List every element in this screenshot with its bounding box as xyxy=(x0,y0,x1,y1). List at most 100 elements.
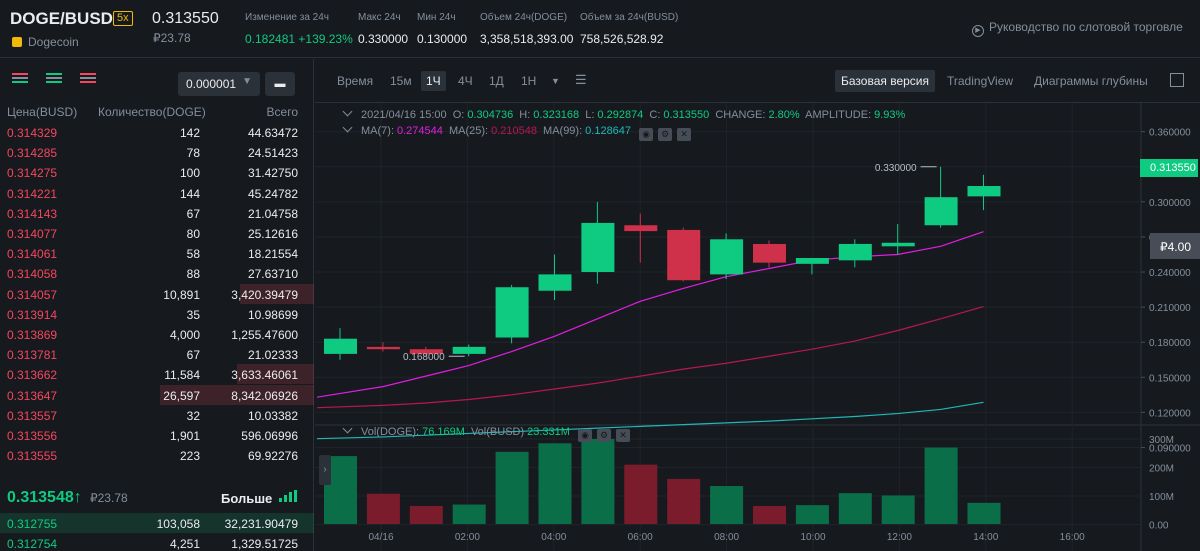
candle-body xyxy=(967,186,1001,197)
bid-price: 0.312754 xyxy=(7,537,58,551)
signal-icon xyxy=(279,490,297,502)
y-tick-label: 0.090000 xyxy=(1149,443,1191,454)
tf-4h[interactable]: 4Ч xyxy=(458,74,473,88)
ask-price: 0.313914 xyxy=(7,307,58,322)
ask-row[interactable]: 0.313781 67 21.02333 xyxy=(0,344,314,364)
volume-bar xyxy=(624,464,658,524)
ask-qty: 4,000 xyxy=(169,328,200,342)
ask-qty: 11,584 xyxy=(164,368,200,383)
close-icon[interactable]: ✕ xyxy=(616,429,631,442)
volume-bar xyxy=(710,486,744,524)
chevron-down-icon: ▼ xyxy=(242,76,252,87)
ask-row[interactable]: 0.314285 78 24.51423 xyxy=(0,142,314,162)
tf-1d[interactable]: 1Д xyxy=(489,74,504,88)
ask-price: 0.314058 xyxy=(7,267,58,282)
ask-qty: 223 xyxy=(179,449,200,464)
ask-price: 0.313555 xyxy=(7,449,58,464)
precision-select[interactable]: 0.000001 ▼ xyxy=(178,72,260,96)
book-asks-icon[interactable] xyxy=(76,71,100,87)
book-bids-icon[interactable] xyxy=(42,71,66,87)
ask-total: 18.21554 xyxy=(247,247,298,262)
ask-row[interactable]: 0.314329 142 44.63472 xyxy=(0,122,314,142)
ask-row[interactable]: 0.313555 223 69.92276 xyxy=(0,445,314,465)
candle-body xyxy=(881,242,915,247)
ask-row[interactable]: 0.313662 11,584 3,633.46061 xyxy=(0,364,314,385)
tf-15m[interactable]: 15м xyxy=(390,74,412,88)
ask-row[interactable]: 0.313869 4,000 1,255.47600 xyxy=(0,324,314,344)
orderbook-settings-button[interactable]: ▬ xyxy=(265,72,295,96)
ask-price: 0.313556 xyxy=(7,429,58,443)
view-basic[interactable]: Базовая версия xyxy=(835,70,935,92)
bid-row[interactable]: 0.312754 4,251 1,329.51725 xyxy=(0,533,314,551)
ask-row[interactable]: 0.314058 88 27.63710 xyxy=(0,263,314,283)
ask-row[interactable]: 0.314143 67 21.04758 xyxy=(0,203,314,223)
dogecoin-icon xyxy=(12,37,22,47)
ask-row[interactable]: 0.314057 10,891 3,420.39479 xyxy=(0,283,314,304)
settings-icon[interactable]: ⚙ xyxy=(658,128,673,141)
ask-row[interactable]: 0.313557 32 10.03382 xyxy=(0,405,314,425)
ask-row[interactable]: 0.313914 35 10.98699 xyxy=(0,304,314,324)
candle-body xyxy=(366,346,400,350)
ask-row[interactable]: 0.314061 58 18.21554 xyxy=(0,243,314,263)
stat-change-24h: Изменение за 24ч 0.182481 +139.23% xyxy=(245,12,353,46)
mid-price-fiat: ₽23.78 xyxy=(90,491,128,505)
x-tick-label: 14:00 xyxy=(973,532,998,543)
spot-guide-link[interactable]: ▶ Руководство по слотовой торговле xyxy=(972,20,1183,37)
ask-row[interactable]: 0.313647 26,597 8,342.06926 xyxy=(0,384,314,405)
bid-total: 1,329.51725 xyxy=(231,537,298,551)
ask-qty: 67 xyxy=(186,206,200,221)
ask-row[interactable]: 0.314077 80 25.12616 xyxy=(0,223,314,243)
symbol-title[interactable]: DOGE/BUSD xyxy=(10,9,113,28)
indicator-settings-icon[interactable]: ☰ xyxy=(575,72,587,87)
tf-1w[interactable]: 1Н xyxy=(521,74,537,88)
settings-icon[interactable]: ⚙ xyxy=(597,429,612,442)
fullscreen-icon[interactable] xyxy=(1170,73,1184,87)
eye-icon[interactable]: ◉ xyxy=(639,128,654,141)
ask-qty: 10,891 xyxy=(163,287,200,302)
view-tradingview[interactable]: TradingView xyxy=(947,74,1014,88)
more-link[interactable]: Больше xyxy=(221,491,273,506)
book-both-icon[interactable] xyxy=(8,71,32,87)
tf-more-dropdown-icon[interactable]: ▼ xyxy=(551,76,560,86)
tf-time[interactable]: Время xyxy=(337,74,374,88)
volume-bar xyxy=(409,505,443,524)
collapse-chevron-icon[interactable] xyxy=(342,122,353,133)
eye-icon[interactable]: ◉ xyxy=(578,429,593,442)
ask-total: 69.92276 xyxy=(247,449,298,464)
ask-price: 0.313662 xyxy=(7,368,58,383)
collapse-chevron-icon[interactable] xyxy=(342,106,353,117)
candle-body xyxy=(753,243,786,263)
candlestick-chart[interactable]: 0.3600000.3300000.3000000.2700000.240000… xyxy=(315,103,1200,551)
ask-row[interactable]: 0.314275 100 31.42750 xyxy=(0,162,314,182)
bid-row[interactable]: 0.312755 103,058 32,231.90479 xyxy=(0,513,314,533)
y-tick-label: 0.150000 xyxy=(1149,373,1191,384)
vol-tick-label: 300M xyxy=(1149,435,1174,446)
last-price-fiat: ₽23.78 xyxy=(153,31,191,45)
volume-bar xyxy=(366,493,400,524)
ask-total: 10.03382 xyxy=(247,408,298,423)
close-icon[interactable]: ✕ xyxy=(677,128,692,141)
volume-bar xyxy=(795,505,829,524)
coin-info[interactable]: Dogecoin xyxy=(12,35,79,49)
ask-row[interactable]: 0.313556 1,901 596.06996 xyxy=(0,425,314,445)
ask-price: 0.314221 xyxy=(7,186,58,201)
x-tick-label: 10:00 xyxy=(800,532,825,543)
stat-low-24h: Мин 24ч 0.130000 xyxy=(417,12,468,46)
candle-body xyxy=(624,225,658,232)
view-depth[interactable]: Диаграммы глубины xyxy=(1034,74,1148,88)
ask-row[interactable]: 0.314221 144 45.24782 xyxy=(0,183,314,203)
coin-name: Dogecoin xyxy=(28,35,79,49)
tf-1h[interactable]: 1Ч xyxy=(421,71,446,91)
collapse-panel-button[interactable]: › xyxy=(319,455,331,485)
vol-tick-label: 200M xyxy=(1149,464,1174,475)
vol-tick-label: 0.00 xyxy=(1149,521,1169,532)
ask-total: 8,342.06926 xyxy=(231,388,298,403)
candle-body xyxy=(667,229,701,281)
collapse-chevron-icon[interactable] xyxy=(342,423,353,434)
ask-total: 45.24782 xyxy=(247,186,298,201)
ask-price: 0.314057 xyxy=(7,287,58,302)
stat-high-24h: Макс 24ч 0.330000 xyxy=(358,12,409,46)
volume-bar xyxy=(838,493,872,524)
fiat-price-tag[interactable]: ₽4.00 xyxy=(1150,233,1200,259)
ask-price: 0.313647 xyxy=(7,388,58,403)
